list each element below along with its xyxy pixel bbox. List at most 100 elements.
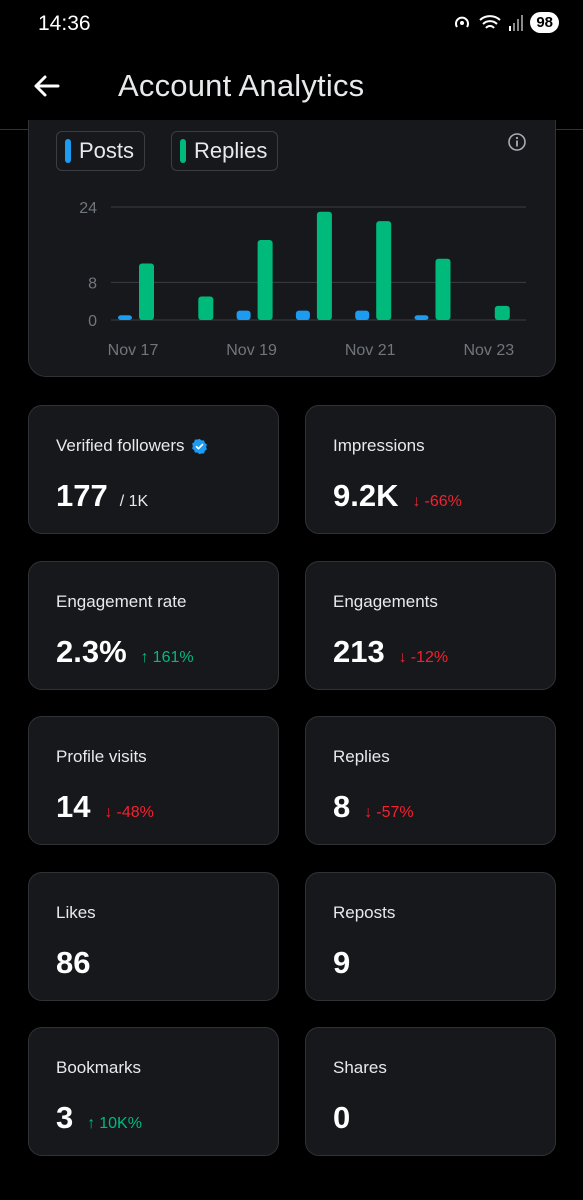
chart-card: Posts Replies 0 8 24 Nov 17 Nov 19 Nov 21 Nov …	[28, 120, 556, 377]
metric-value: 3	[56, 1100, 74, 1135]
metric-change-text: -57%	[376, 804, 414, 821]
metric-label-text: Impressions	[333, 436, 425, 455]
arrow-down-icon: ↓	[104, 804, 113, 821]
metric-subvalue: / 1K	[119, 493, 149, 510]
metric-row: 14 ↓ -48%	[56, 789, 154, 825]
metric-card-engagements[interactable]: Engagements 213 ↓ -12%	[305, 561, 556, 690]
metric-row: 177 / 1K	[56, 478, 148, 514]
verified-badge-icon	[191, 438, 207, 454]
wifi-icon	[479, 14, 501, 29]
metric-label-text: Likes	[56, 903, 96, 922]
bar-replies-nov-22[interactable]	[435, 258, 451, 320]
metric-value: 9	[333, 945, 351, 980]
metric-card-profile-visits[interactable]: Profile visits 14 ↓ -48%	[28, 716, 279, 845]
metric-change-text: 10K%	[99, 1115, 142, 1132]
metric-row: 86	[56, 945, 90, 981]
metric-label: Reposts	[333, 903, 395, 923]
metric-value: 2.3%	[56, 634, 127, 669]
status-time: 14:36	[38, 12, 91, 35]
metric-label-text: Shares	[333, 1058, 387, 1077]
metric-value: 0	[333, 1100, 351, 1135]
bar-posts-nov-17[interactable]	[118, 315, 132, 320]
x-tick-label: Nov 23	[463, 342, 514, 359]
metric-row: 2.3% ↑ 161%	[56, 634, 194, 670]
metric-row: 9.2K ↓ -66%	[333, 478, 462, 514]
back-button[interactable]	[30, 66, 62, 106]
bar-replies-nov-18[interactable]	[198, 296, 214, 320]
metric-label-text: Replies	[333, 747, 390, 766]
metric-label: Engagement rate	[56, 592, 186, 612]
status-bar: 14:36 98	[0, 0, 583, 48]
bar-posts-nov-19[interactable]	[236, 310, 251, 320]
battery-indicator: 98	[530, 12, 559, 33]
metric-row: 8 ↓ -57%	[333, 789, 414, 825]
y-tick-label: 0	[88, 313, 97, 330]
arrow-down-icon: ↓	[398, 649, 407, 666]
metric-card-engagement-rate[interactable]: Engagement rate 2.3% ↑ 161%	[28, 561, 279, 690]
metric-card-verified-followers[interactable]: Verified followers 177 / 1K	[28, 405, 279, 534]
metric-label: Shares	[333, 1058, 387, 1078]
bar-replies-nov-19[interactable]	[257, 239, 273, 320]
metric-change: ↓ -12%	[399, 649, 448, 667]
legend-replies-label: Replies	[194, 138, 268, 163]
x-tick-label: Nov 21	[345, 342, 396, 359]
metric-label: Impressions	[333, 436, 425, 456]
signal-icon	[509, 14, 524, 31]
metric-label-text: Engagement rate	[56, 592, 187, 611]
status-icons: 98	[452, 12, 559, 33]
metric-row: 9	[333, 945, 350, 981]
metric-change-text: -66%	[424, 493, 462, 510]
metric-label: Verified followers	[56, 436, 208, 456]
bar-replies-nov-17[interactable]	[139, 263, 154, 321]
metric-change: ↓ -66%	[412, 493, 461, 511]
page-title: Account Analytics	[118, 68, 365, 103]
metric-card-impressions[interactable]: Impressions 9.2K ↓ -66%	[305, 405, 556, 534]
metric-label: Engagements	[333, 592, 438, 612]
x-tick-label: Nov 19	[226, 342, 277, 359]
arrow-down-icon: ↓	[412, 493, 421, 510]
bar-replies-nov-21[interactable]	[376, 221, 392, 320]
bar-posts-nov-21[interactable]	[355, 310, 370, 320]
legend-posts-label: Posts	[79, 138, 135, 163]
metric-change-text: 161%	[152, 649, 194, 666]
metric-label-text: Profile visits	[56, 747, 147, 766]
x-tick-label: Nov 17	[108, 342, 159, 359]
legend-replies-chip[interactable]: Replies	[171, 131, 279, 171]
metric-card-shares[interactable]: Shares 0	[305, 1027, 556, 1156]
metric-value: 14	[56, 789, 91, 824]
hotspot-icon	[455, 16, 470, 28]
metric-change: ↑ 161%	[141, 649, 194, 667]
metric-value: 8	[333, 789, 351, 824]
metric-value: 213	[333, 634, 385, 669]
bar-replies-nov-20[interactable]	[316, 211, 332, 320]
metric-label: Likes	[56, 903, 96, 923]
info-icon[interactable]	[507, 132, 527, 152]
app-header: Account Analytics	[0, 48, 583, 130]
chart-legend: Posts Replies	[56, 131, 279, 171]
metric-row: 3 ↑ 10K%	[56, 1100, 142, 1136]
bar-replies-nov-23[interactable]	[494, 305, 510, 320]
metric-label: Profile visits	[56, 747, 147, 767]
legend-posts-swatch	[65, 139, 71, 163]
metric-card-replies[interactable]: Replies 8 ↓ -57%	[305, 716, 556, 845]
legend-posts-chip[interactable]: Posts	[56, 131, 146, 171]
metric-change-text: -48%	[116, 804, 154, 821]
metric-value: 86	[56, 945, 91, 980]
metric-row: 0	[333, 1100, 350, 1136]
bar-posts-nov-20[interactable]	[295, 310, 310, 320]
y-tick-label: 8	[88, 275, 97, 292]
metric-label-text: Reposts	[333, 903, 396, 922]
metric-label: Bookmarks	[56, 1058, 141, 1078]
metric-card-bookmarks[interactable]: Bookmarks 3 ↑ 10K%	[28, 1027, 279, 1156]
bar-posts-nov-22[interactable]	[414, 315, 429, 320]
legend-replies-swatch	[180, 139, 187, 163]
arrow-down-icon: ↓	[364, 804, 373, 821]
back-arrow-icon	[34, 75, 60, 97]
metric-card-likes[interactable]: Likes 86	[28, 872, 279, 1001]
metric-change: ↑ 10K%	[87, 1115, 142, 1133]
y-tick-label: 24	[79, 200, 97, 217]
metric-card-reposts[interactable]: Reposts 9	[305, 872, 556, 1001]
metric-value: 9.2K	[333, 478, 399, 513]
metric-change: ↓ -57%	[364, 804, 413, 822]
metric-label-text: Verified followers	[56, 436, 185, 455]
